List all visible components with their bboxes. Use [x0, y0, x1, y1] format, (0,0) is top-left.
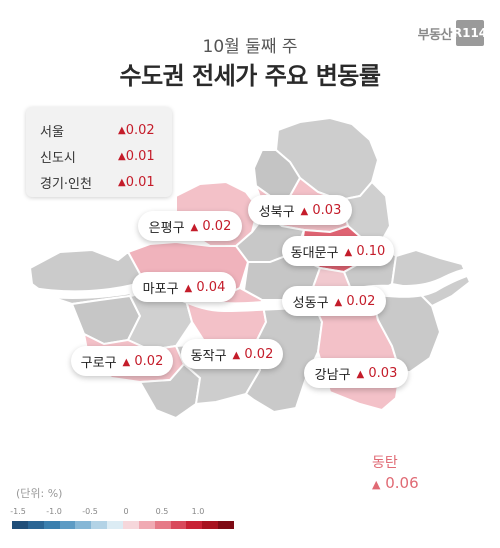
up-arrow-icon: ▲ — [344, 246, 353, 258]
up-arrow-icon: ▲ — [122, 356, 131, 368]
legend-tick: -0.5 — [82, 507, 98, 516]
legend-swatch — [138, 521, 155, 529]
dongtan-annotation: 동탄 ▲ 0.06 — [372, 452, 419, 492]
summary-box: 서울 ▲ 0.02 신도시 ▲ 0.01 경기·인천 ▲ 0.01 — [26, 107, 172, 197]
legend-swatch — [75, 521, 92, 529]
legend-tick: -1.0 — [46, 507, 62, 516]
page-subtitle: 10월 둘째 주 — [202, 37, 298, 57]
summary-name: 서울 — [40, 124, 64, 140]
district-value: 0.10 — [356, 243, 386, 259]
legend-tick: -1.5 — [10, 507, 26, 516]
up-arrow-icon: ▲ — [356, 368, 365, 380]
label-gangnam[interactable]: 강남구 ▲ 0.03 — [304, 358, 408, 388]
district-name: 마포구 — [142, 281, 179, 297]
summary-value: 0.02 — [125, 122, 155, 138]
brand-text: 부동산 — [417, 27, 453, 43]
up-arrow-icon: ▲ — [118, 124, 126, 136]
district-name: 동대문구 — [290, 245, 339, 261]
color-legend: -1.5 -1.0 -0.5 0 0.5 1.0 — [10, 507, 252, 529]
legend-swatch — [43, 521, 60, 529]
summary-value: 0.01 — [125, 148, 155, 164]
legend-swatch — [27, 521, 44, 529]
district-name: 강남구 — [314, 367, 351, 383]
label-guro[interactable]: 구로구 ▲ 0.02 — [71, 346, 173, 376]
legend-tick: 1.0 — [191, 507, 205, 516]
legend-swatch — [91, 521, 108, 529]
page-title: 수도권 전세가 주요 변동률 — [119, 62, 381, 90]
summary-name: 신도시 — [40, 150, 76, 166]
label-mapo[interactable]: 마포구 ▲ 0.04 — [132, 272, 236, 302]
legend-swatch — [170, 521, 187, 529]
up-arrow-icon: ▲ — [118, 176, 126, 188]
legend-swatch — [202, 521, 219, 529]
district-name: 동작구 — [190, 348, 227, 364]
legend-swatch — [218, 521, 235, 529]
district-value: 0.02 — [202, 218, 232, 234]
district-value: 0.02 — [346, 293, 376, 309]
legend-swatch — [107, 521, 124, 529]
summary-row-gyeonggi: 경기·인천 ▲ 0.01 — [40, 169, 172, 195]
dongtan-value: ▲ 0.06 — [372, 474, 419, 492]
district-value: 0.02 — [134, 353, 164, 369]
legend-swatch — [154, 521, 171, 529]
district-name: 은평구 — [148, 220, 185, 236]
legend-ticks: -1.5 -1.0 -0.5 0 0.5 1.0 — [10, 507, 252, 519]
legend-swatch — [186, 521, 203, 529]
legend-swatch — [123, 521, 139, 529]
dongtan-number: 0.06 — [385, 474, 419, 492]
up-arrow-icon: ▲ — [300, 205, 309, 217]
district-value: 0.03 — [368, 365, 398, 381]
district-name: 성동구 — [292, 295, 329, 311]
up-arrow-icon: ▲ — [184, 282, 193, 294]
district-name: 구로구 — [80, 355, 117, 371]
legend-color-scale — [12, 521, 235, 529]
up-arrow-icon: ▲ — [118, 150, 126, 162]
district-value: 0.04 — [196, 279, 226, 295]
up-arrow-icon: ▲ — [232, 349, 241, 361]
up-arrow-icon: ▲ — [334, 296, 343, 308]
summary-name: 경기·인천 — [40, 176, 92, 192]
up-arrow-icon: ▲ — [372, 478, 381, 491]
label-dongjak[interactable]: 동작구 ▲ 0.02 — [181, 339, 283, 369]
label-seongdong[interactable]: 성동구 ▲ 0.02 — [282, 286, 386, 316]
summary-value: 0.01 — [125, 174, 155, 190]
summary-row-newtown: 신도시 ▲ 0.01 — [40, 143, 172, 169]
dongtan-name: 동탄 — [372, 455, 398, 471]
unit-label: (단위: %) — [16, 487, 63, 500]
district-value: 0.02 — [244, 346, 274, 362]
up-arrow-icon: ▲ — [190, 221, 199, 233]
label-eunpyeong[interactable]: 은평구 ▲ 0.02 — [138, 211, 242, 241]
label-dongdaemun[interactable]: 동대문구 ▲ 0.10 — [282, 236, 394, 266]
district-value: 0.03 — [312, 202, 342, 218]
district-name: 성북구 — [258, 204, 295, 220]
summary-row-seoul: 서울 ▲ 0.02 — [40, 117, 172, 143]
legend-swatch — [59, 521, 76, 529]
label-seongbuk[interactable]: 성북구 ▲ 0.03 — [248, 195, 352, 225]
legend-tick: 0.5 — [155, 507, 169, 516]
legend-swatch — [12, 521, 28, 529]
brand: 부동산 R114 — [417, 20, 487, 46]
legend-tick: 0 — [123, 507, 129, 516]
brand-logo: R114 — [453, 20, 487, 46]
